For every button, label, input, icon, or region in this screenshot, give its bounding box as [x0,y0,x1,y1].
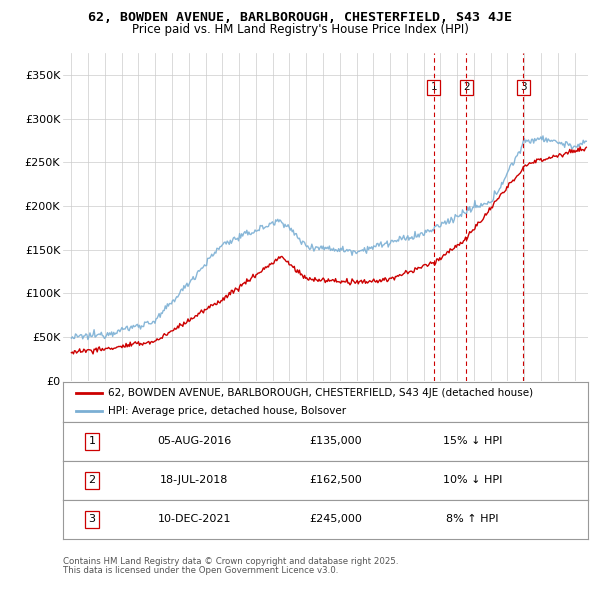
Text: HPI: Average price, detached house, Bolsover: HPI: Average price, detached house, Bols… [107,406,346,416]
Text: £135,000: £135,000 [310,437,362,446]
Text: 05-AUG-2016: 05-AUG-2016 [157,437,232,446]
Text: Contains HM Land Registry data © Crown copyright and database right 2025.: Contains HM Land Registry data © Crown c… [63,557,398,566]
Text: 18-JUL-2018: 18-JUL-2018 [160,476,229,485]
Text: £245,000: £245,000 [310,514,362,524]
Text: 62, BOWDEN AVENUE, BARLBOROUGH, CHESTERFIELD, S43 4JE (detached house): 62, BOWDEN AVENUE, BARLBOROUGH, CHESTERF… [107,388,533,398]
Text: 8% ↑ HPI: 8% ↑ HPI [446,514,499,524]
Text: 2: 2 [463,83,470,93]
Text: 15% ↓ HPI: 15% ↓ HPI [443,437,502,446]
Text: This data is licensed under the Open Government Licence v3.0.: This data is licensed under the Open Gov… [63,566,338,575]
Text: 1: 1 [430,83,437,93]
Text: 3: 3 [520,83,527,93]
Text: 2: 2 [88,476,95,485]
Text: 62, BOWDEN AVENUE, BARLBOROUGH, CHESTERFIELD, S43 4JE: 62, BOWDEN AVENUE, BARLBOROUGH, CHESTERF… [88,11,512,24]
Text: Price paid vs. HM Land Registry's House Price Index (HPI): Price paid vs. HM Land Registry's House … [131,23,469,36]
Text: 10% ↓ HPI: 10% ↓ HPI [443,476,502,485]
Text: 10-DEC-2021: 10-DEC-2021 [157,514,231,524]
Text: 3: 3 [88,514,95,524]
Text: 1: 1 [88,437,95,446]
Text: £162,500: £162,500 [310,476,362,485]
